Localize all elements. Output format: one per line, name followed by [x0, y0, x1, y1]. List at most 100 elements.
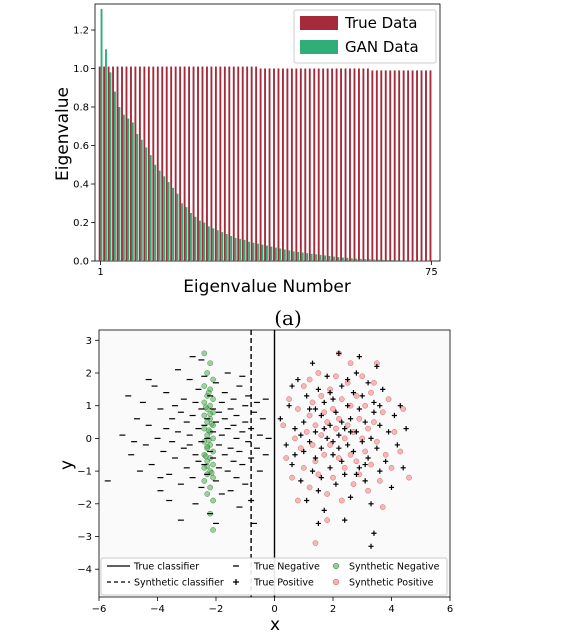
bar-true-data: [214, 66, 217, 261]
synthetic-positive-point: [318, 432, 325, 438]
bar-gan-data: [234, 237, 237, 261]
x-tick-label: 6: [447, 604, 453, 615]
bar-true-data: [138, 66, 141, 261]
y-tick-label: −2: [77, 499, 92, 510]
bar-gan-data: [257, 243, 259, 261]
synthetic-positive-point: [341, 465, 348, 471]
bar-gan-data: [158, 170, 161, 261]
bar-gan-data: [368, 259, 371, 261]
bar-true-data: [98, 66, 101, 261]
true-positive-point: [307, 406, 313, 412]
true-positive-point: [336, 350, 342, 356]
legend-label-synthetic-negative: Synthetic Negative: [349, 562, 440, 573]
synthetic-negative-point: [210, 474, 216, 481]
synthetic-positive-point: [295, 406, 301, 412]
bar-y-axis-label: Eigenvalue: [53, 87, 73, 181]
bar-true-data: [116, 66, 119, 261]
true-positive-point: [330, 396, 336, 402]
bar-true-data: [223, 66, 226, 261]
y-tick-label: 1.2: [73, 26, 89, 37]
bar-true-data: [389, 70, 392, 262]
bar-gan-data: [292, 251, 295, 262]
bar-true-data: [121, 66, 123, 261]
y-tick-label: 0: [86, 434, 92, 445]
bar-true-data: [317, 68, 320, 261]
true-positive-point: [286, 403, 292, 409]
true-positive-point: [318, 445, 324, 451]
legend-label-true-positive: True Positive: [253, 578, 314, 589]
bar-true-data: [420, 70, 423, 262]
true-positive-point: [371, 409, 377, 415]
bar-gan-data: [337, 257, 340, 261]
synthetic-negative-point: [207, 484, 213, 491]
bar-true-data: [411, 70, 414, 262]
bar-true-data: [147, 66, 150, 261]
bar-gan-data: [346, 257, 349, 261]
bar-gan-data: [400, 260, 402, 261]
bar-gan-data: [301, 252, 304, 261]
true-positive-point: [339, 458, 345, 464]
bar-true-data: [407, 70, 410, 262]
synthetic-positive-point: [315, 370, 322, 376]
classifier-scatter-chart: −6 −4 −2 0 2 4 6 −4 −3 −2 −1 0 1 2 3 x y True classifi…: [57, 329, 453, 635]
true-positive-point: [400, 465, 406, 471]
synthetic-negative-point: [205, 389, 212, 396]
true-positive-point: [315, 520, 321, 527]
bar-gan-data: [167, 182, 170, 261]
legend-label-true-data: True Data: [344, 14, 417, 32]
true-positive-point: [394, 442, 400, 448]
true-positive-point: [324, 373, 330, 379]
synthetic-negative-point: [207, 411, 213, 417]
true-positive-point: [368, 435, 374, 441]
bar-true-data: [331, 68, 334, 261]
bar-true-data: [366, 68, 369, 261]
bar-true-data: [371, 70, 374, 262]
scatter-x-axis-label: x: [270, 615, 280, 635]
bar-true-data: [143, 66, 146, 261]
y-tick-label: 0.8: [73, 103, 89, 114]
bar-true-data: [384, 70, 387, 262]
bar-true-data: [380, 70, 383, 262]
bar-gan-data: [261, 244, 264, 261]
true-positive-point: [342, 517, 348, 523]
scatter-legend: True classifier Synthetic classifier Tru…: [100, 557, 448, 596]
bar-gan-data: [373, 259, 376, 261]
synthetic-positive-point: [365, 425, 371, 432]
synthetic-negative-point: [210, 396, 216, 402]
bar-gan-data: [283, 249, 286, 261]
true-positive-point: [385, 429, 392, 435]
synthetic-positive-point: [330, 406, 336, 412]
bar-gan-data: [216, 230, 219, 261]
true-positive-point: [362, 419, 368, 425]
bar-true-data: [326, 68, 329, 261]
y-tick-label: 2: [86, 369, 92, 380]
true-positive-point: [380, 386, 386, 392]
true-positive-point: [345, 403, 351, 409]
true-positive-point: [312, 429, 319, 435]
bar-gan-data: [149, 155, 152, 262]
synthetic-positive-point: [347, 360, 354, 366]
bar-gan-data: [266, 245, 268, 261]
true-positive-point: [301, 419, 307, 425]
y-tick-label: −4: [77, 565, 92, 576]
bar-gan-data: [181, 203, 183, 261]
synthetic-positive-point: [306, 412, 313, 419]
y-tick-label: 0.6: [73, 141, 89, 152]
synthetic-positive-point: [388, 465, 395, 471]
legend-marker-synthetic-positive: [332, 578, 340, 586]
legend-swatch-gan-data: [300, 40, 338, 54]
synthetic-negative-point: [202, 404, 209, 411]
synthetic-positive-point: [333, 373, 339, 380]
true-positive-point: [330, 439, 336, 445]
bar-true-data: [210, 66, 213, 261]
true-positive-point: [324, 435, 330, 441]
x-tick-label: 75: [425, 267, 438, 278]
x-tick-label: −4: [150, 604, 165, 615]
bar-true-data: [170, 66, 173, 261]
bar-legend: True Data GAN Data: [293, 9, 437, 64]
synthetic-negative-point: [204, 432, 211, 438]
true-positive-point: [350, 390, 357, 396]
bar-gan-data: [274, 247, 277, 261]
synthetic-negative-point: [202, 453, 209, 460]
bar-true-data: [416, 70, 418, 262]
